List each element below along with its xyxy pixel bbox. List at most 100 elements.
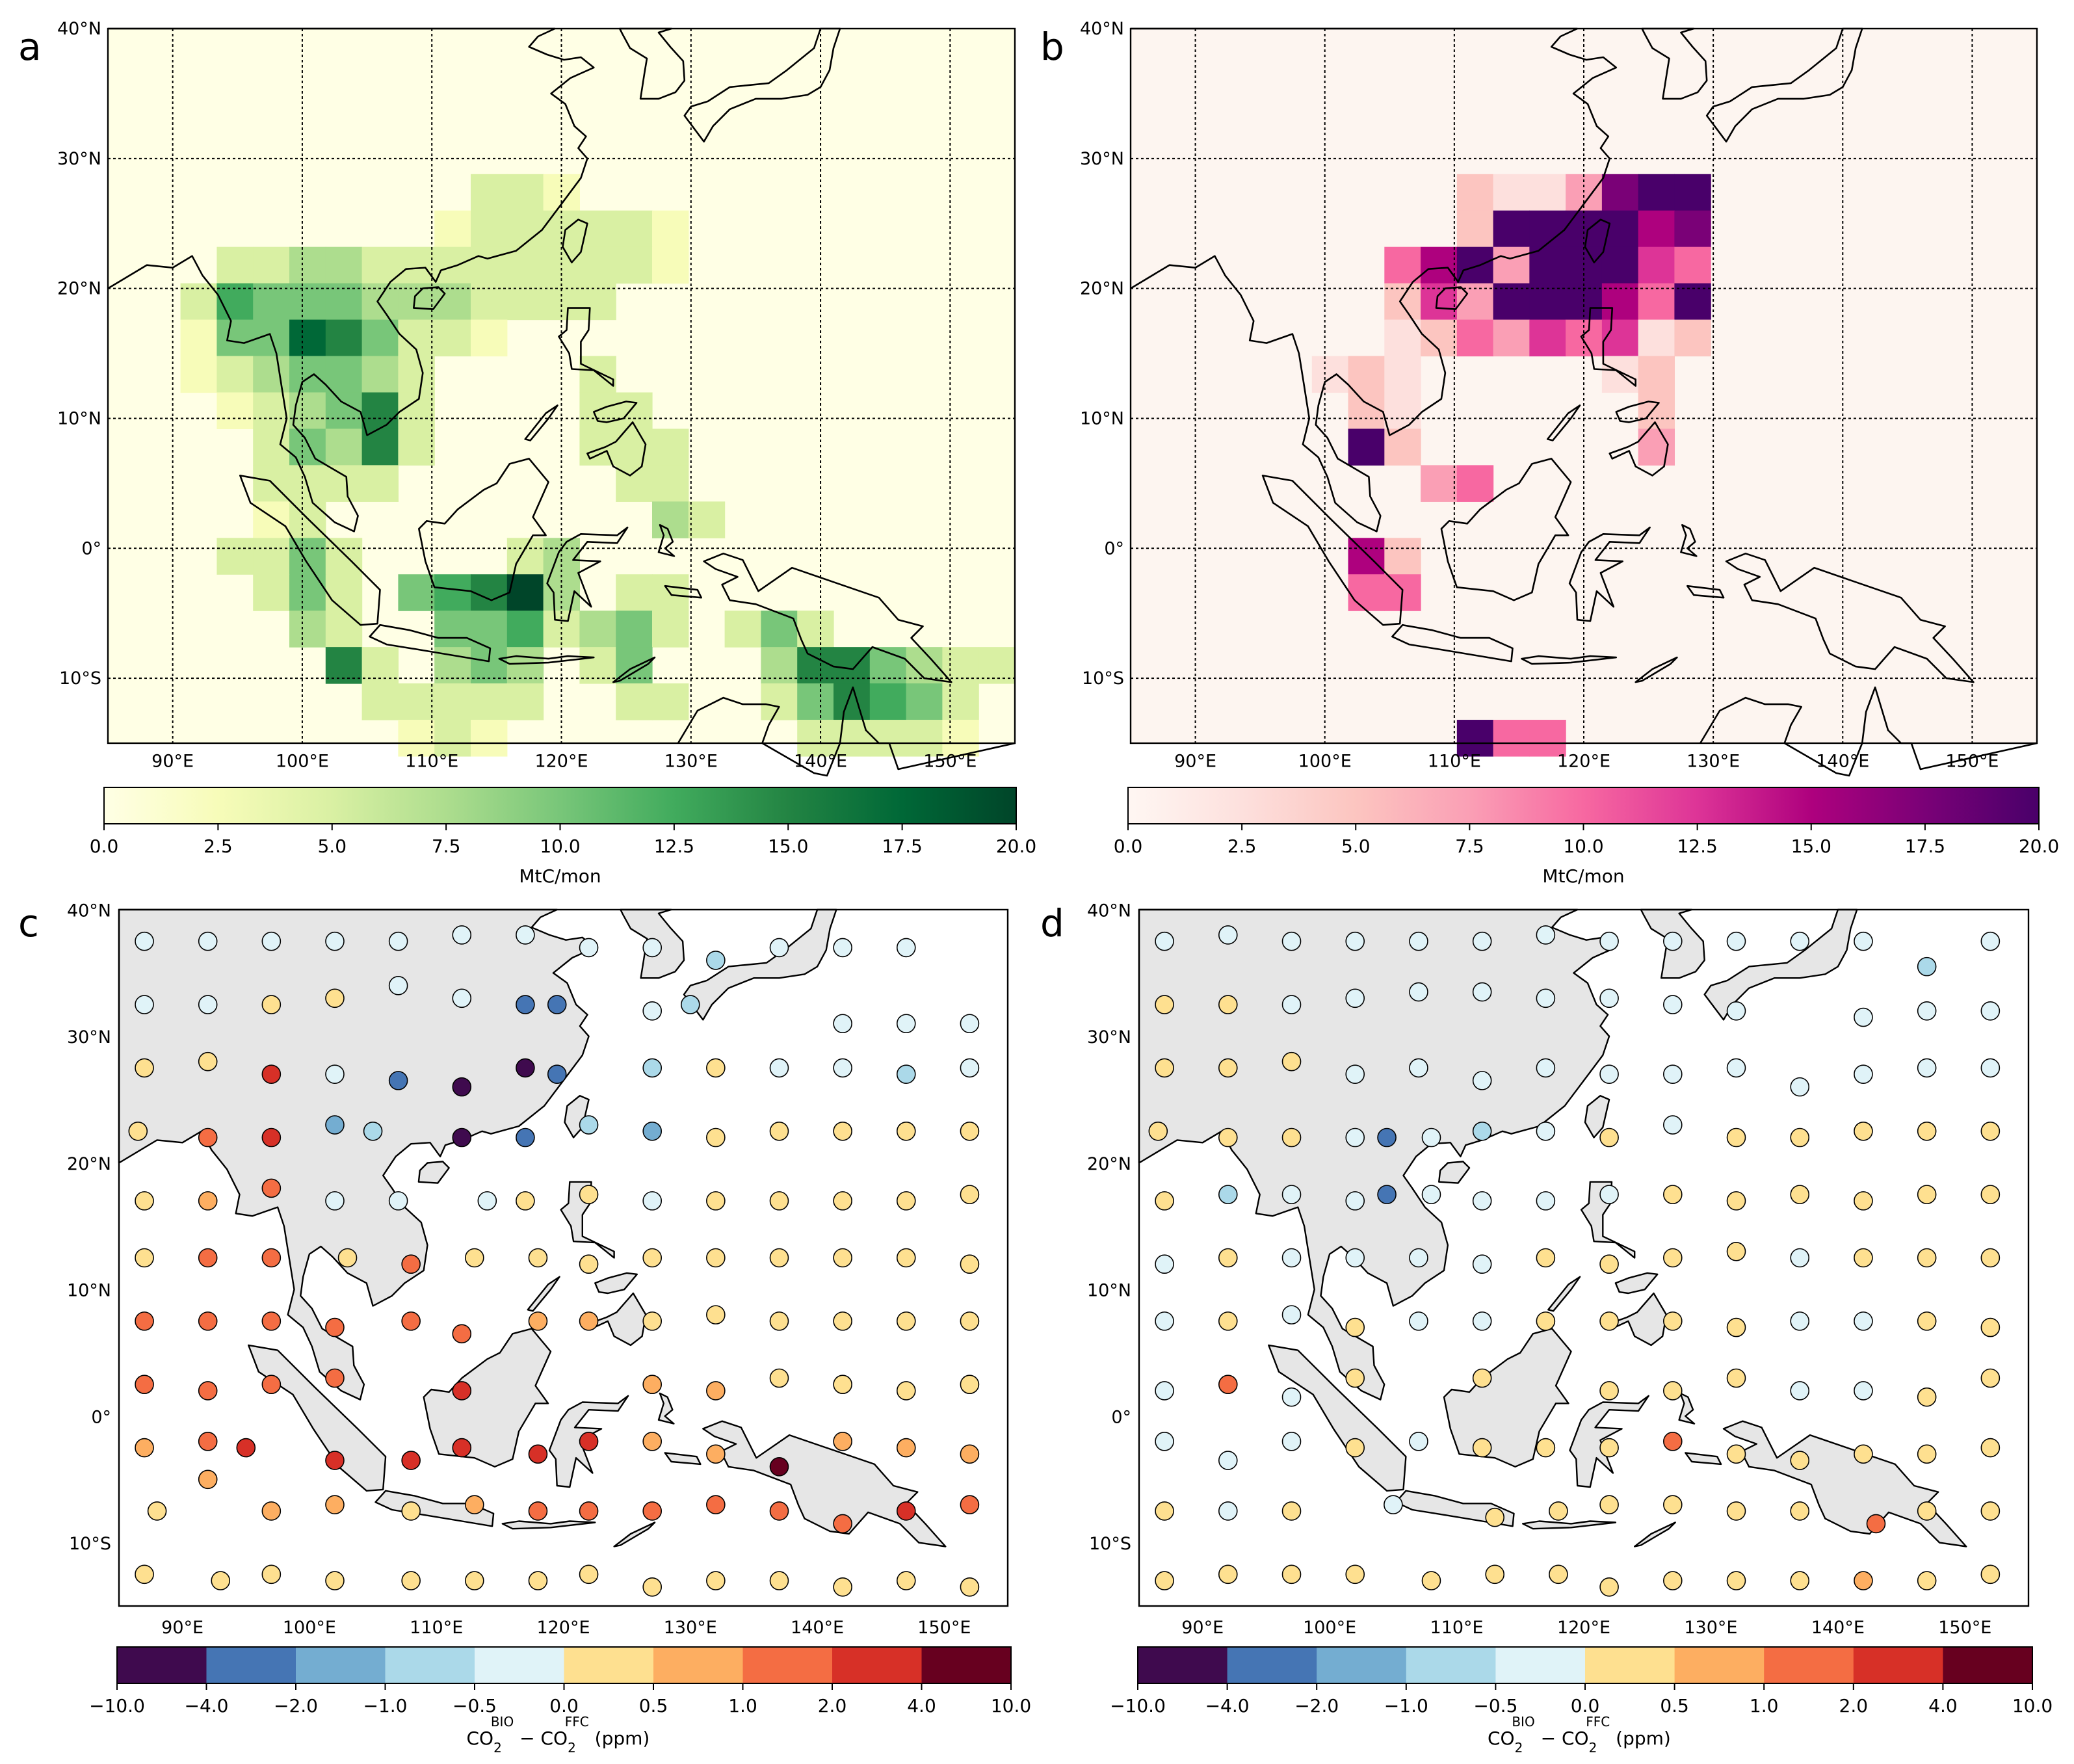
station-marker bbox=[1536, 1248, 1556, 1268]
landmass-halmahera bbox=[1678, 1392, 1696, 1425]
station-marker bbox=[1409, 1058, 1428, 1078]
station-marker bbox=[642, 1248, 663, 1268]
station-marker bbox=[833, 1311, 852, 1331]
flux-grid-cell bbox=[506, 246, 544, 284]
flux-grid-cell bbox=[471, 319, 508, 357]
station-marker bbox=[769, 1501, 789, 1521]
station-marker bbox=[833, 1514, 852, 1534]
station-marker bbox=[135, 995, 154, 1014]
lon-tick-label: 150°E bbox=[917, 1618, 971, 1638]
colorbar-tick-label: −2.0 bbox=[1294, 1695, 1339, 1717]
coastline-newguinea bbox=[703, 553, 952, 683]
landmass-palawan bbox=[1547, 1276, 1581, 1312]
station-marker bbox=[198, 1191, 218, 1211]
station-marker bbox=[1345, 1564, 1365, 1585]
station-marker bbox=[1726, 1191, 1746, 1211]
station-marker bbox=[477, 1191, 497, 1211]
station-marker bbox=[198, 1248, 218, 1268]
station-marker bbox=[642, 1501, 663, 1521]
station-marker bbox=[261, 1248, 282, 1268]
station-marker bbox=[1218, 1501, 1238, 1521]
landmass-japan bbox=[683, 908, 837, 1021]
flux-grid-cell bbox=[1456, 465, 1494, 502]
station-marker bbox=[1536, 1121, 1556, 1141]
colorbar-tick-label: 0.5 bbox=[1660, 1695, 1689, 1717]
flux-grid-cell bbox=[398, 392, 435, 430]
flux-grid-cell bbox=[253, 574, 290, 611]
flux-grid-cell bbox=[1601, 246, 1639, 284]
station-marker bbox=[1854, 1444, 1873, 1464]
flux-grid-cell bbox=[906, 720, 943, 757]
station-marker bbox=[642, 1058, 663, 1078]
station-marker bbox=[1409, 982, 1428, 1002]
flux-grid-cell bbox=[652, 428, 689, 466]
station-marker bbox=[1663, 1185, 1683, 1204]
station-marker bbox=[1790, 1311, 1810, 1331]
station-marker bbox=[325, 1064, 345, 1084]
station-marker bbox=[960, 1058, 980, 1078]
station-marker bbox=[401, 1571, 421, 1590]
lat-tick-label: 10°N bbox=[67, 1281, 111, 1301]
map-frame bbox=[1138, 908, 2030, 1607]
station-marker bbox=[1663, 1311, 1683, 1331]
station-marker bbox=[1345, 1317, 1365, 1337]
station-marker bbox=[1663, 1571, 1683, 1590]
flux-grid-cell bbox=[506, 538, 544, 575]
flux-grid-cell bbox=[1674, 319, 1711, 357]
flux-grid-cell bbox=[361, 319, 399, 357]
coastline-luzon bbox=[558, 307, 614, 387]
coastline-mindanao bbox=[586, 421, 647, 477]
lat-tick-label: 40°N bbox=[1080, 19, 1124, 39]
lon-tick-label: 140°E bbox=[1811, 1618, 1865, 1638]
flux-grid-cell bbox=[289, 501, 326, 538]
station-marker bbox=[642, 938, 663, 958]
station-marker bbox=[464, 1571, 484, 1590]
station-marker bbox=[833, 1248, 852, 1268]
station-marker bbox=[706, 1305, 726, 1324]
station-marker bbox=[261, 1564, 282, 1585]
flux-grid-cell bbox=[1674, 210, 1711, 248]
landmass-seram bbox=[664, 1452, 702, 1466]
flux-grid-cell bbox=[688, 501, 726, 538]
flux-grid-cell bbox=[398, 356, 435, 393]
station-marker bbox=[1536, 1058, 1556, 1078]
colorbar-tick-label: 0.0 bbox=[90, 836, 119, 857]
station-marker bbox=[1281, 1051, 1302, 1072]
station-marker bbox=[833, 938, 852, 958]
flux-grid-cell bbox=[325, 465, 363, 502]
station-marker bbox=[464, 1495, 484, 1515]
colorbar-tick-label: 15.0 bbox=[768, 836, 808, 857]
station-marker bbox=[960, 1185, 980, 1204]
landmass-sulawesi bbox=[548, 1395, 629, 1488]
station-marker bbox=[1917, 1058, 1937, 1078]
station-marker bbox=[1485, 1564, 1504, 1585]
lat-tick-label: 20°N bbox=[1080, 279, 1124, 299]
station-marker bbox=[1917, 1185, 1937, 1204]
flux-grid-cell bbox=[724, 611, 761, 648]
station-marker bbox=[1599, 1438, 1619, 1458]
flux-grid-cell bbox=[1384, 392, 1421, 430]
flux-grid-cell bbox=[361, 683, 399, 720]
station-marker bbox=[1218, 1127, 1238, 1148]
station-marker bbox=[706, 1127, 726, 1148]
station-marker bbox=[1663, 1064, 1683, 1084]
flux-grid-cell bbox=[1493, 174, 1530, 211]
station-marker bbox=[401, 1451, 421, 1470]
flux-grid-cell bbox=[1456, 720, 1494, 757]
station-marker bbox=[579, 1432, 599, 1451]
station-marker bbox=[1409, 1432, 1428, 1451]
station-marker bbox=[528, 1501, 548, 1521]
coastline-japan bbox=[1705, 27, 1863, 143]
station-marker bbox=[1854, 1248, 1873, 1268]
flux-grid-cell bbox=[1384, 283, 1421, 321]
station-marker bbox=[1726, 1001, 1746, 1021]
lon-tick-label: 140°E bbox=[794, 751, 847, 771]
coastline-sulawesi bbox=[546, 527, 629, 622]
coastline-timor bbox=[1634, 656, 1678, 683]
flux-grid-cell bbox=[217, 246, 254, 284]
colorbar-bin bbox=[1674, 1647, 1765, 1683]
station-marker bbox=[1599, 1185, 1619, 1204]
lat-tick-label: 30°N bbox=[1080, 149, 1124, 169]
station-marker bbox=[198, 1127, 218, 1148]
station-marker bbox=[528, 1248, 548, 1268]
